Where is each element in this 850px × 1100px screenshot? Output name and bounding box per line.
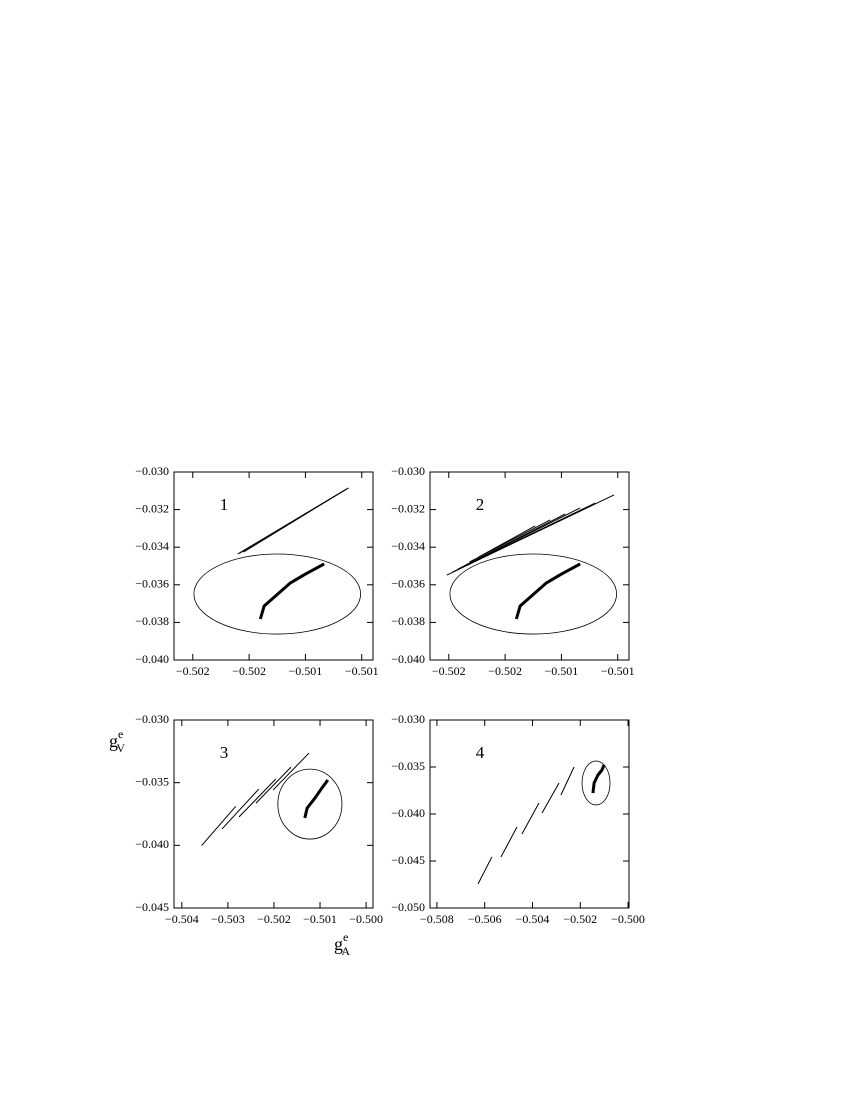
- x-tick-label: −0.501: [601, 664, 635, 678]
- x-tick-label: −0.501: [545, 664, 579, 678]
- curve: [238, 778, 277, 818]
- curve: [465, 513, 566, 566]
- plot-frame: [173, 719, 374, 909]
- plot-frame: [173, 471, 374, 661]
- y-tick-label: −0.034: [135, 539, 169, 553]
- x-tick-label: −0.502: [563, 912, 597, 926]
- y-tick-label: −0.032: [135, 501, 169, 515]
- y-tick-label: −0.030: [391, 464, 425, 478]
- error-ellipse: [277, 768, 343, 840]
- y-tick-label: −0.040: [135, 652, 169, 666]
- y-tick-label: −0.035: [391, 759, 425, 773]
- y-tick-label: −0.030: [135, 464, 169, 478]
- x-axis-label: ge A: [334, 930, 350, 958]
- x-axis-label-base: g: [334, 934, 343, 954]
- y-tick-label: −0.036: [391, 577, 425, 591]
- y-tick-label: −0.045: [391, 853, 425, 867]
- x-tick-label: −0.502: [257, 912, 291, 926]
- x-tick-label: −0.501: [303, 912, 337, 926]
- y-axis-label-sup: e: [118, 727, 123, 741]
- y-tick-label: −0.036: [135, 577, 169, 591]
- y-tick-label: −0.040: [135, 837, 169, 851]
- error-ellipse: [449, 553, 618, 635]
- curve: [477, 856, 493, 885]
- y-tick-label: −0.040: [391, 652, 425, 666]
- panel-label: 3: [220, 743, 229, 762]
- panel-label: 4: [476, 743, 485, 762]
- panel-label: 2: [476, 495, 485, 514]
- y-tick-label: −0.035: [135, 774, 169, 788]
- curve: [560, 766, 575, 796]
- y-tick-label: −0.038: [135, 614, 169, 628]
- curve: [541, 782, 560, 814]
- error-ellipse: [581, 760, 611, 806]
- y-axis-label-sub: V: [116, 741, 125, 755]
- curve: [237, 487, 349, 555]
- x-tick-label: −0.502: [432, 664, 466, 678]
- y-tick-label: −0.034: [391, 539, 425, 553]
- y-tick-label: −0.040: [391, 806, 425, 820]
- curve: [221, 788, 260, 830]
- x-tick-label: −0.504: [516, 912, 550, 926]
- x-tick-label: −0.501: [345, 664, 379, 678]
- curve: [303, 779, 330, 819]
- y-axis-label-base: g: [109, 731, 118, 751]
- error-ellipse: [193, 553, 362, 635]
- curve: [500, 826, 518, 858]
- curve: [478, 525, 536, 558]
- curve: [514, 562, 581, 620]
- panel-label: 1: [220, 495, 229, 514]
- x-tick-label: −0.500: [611, 912, 645, 926]
- y-tick-label: −0.032: [391, 501, 425, 515]
- plot-frame: [429, 719, 630, 909]
- x-tick-label: −0.500: [349, 912, 383, 926]
- y-tick-label: −0.030: [391, 712, 425, 726]
- y-axis-label: ge V: [109, 727, 125, 755]
- x-axis-label-sup: e: [343, 930, 348, 944]
- curve: [258, 562, 325, 620]
- curve: [521, 802, 540, 835]
- y-tick-label: −0.045: [135, 900, 169, 914]
- x-tick-label: −0.501: [289, 664, 323, 678]
- y-tick-label: −0.050: [391, 900, 425, 914]
- plot-frame: [429, 471, 630, 661]
- x-tick-label: −0.508: [420, 912, 454, 926]
- y-tick-label: −0.038: [391, 614, 425, 628]
- curve: [272, 752, 310, 791]
- curve: [255, 766, 292, 804]
- curve: [591, 764, 606, 794]
- x-tick-label: −0.502: [232, 664, 266, 678]
- y-tick-label: −0.030: [135, 712, 169, 726]
- curve: [201, 806, 237, 846]
- x-tick-label: −0.502: [488, 664, 522, 678]
- x-tick-label: −0.503: [211, 912, 245, 926]
- x-tick-label: −0.506: [468, 912, 502, 926]
- x-axis-label-sub: A: [341, 944, 350, 958]
- x-tick-label: −0.502: [176, 664, 210, 678]
- curve: [452, 502, 596, 573]
- x-tick-label: −0.504: [165, 912, 199, 926]
